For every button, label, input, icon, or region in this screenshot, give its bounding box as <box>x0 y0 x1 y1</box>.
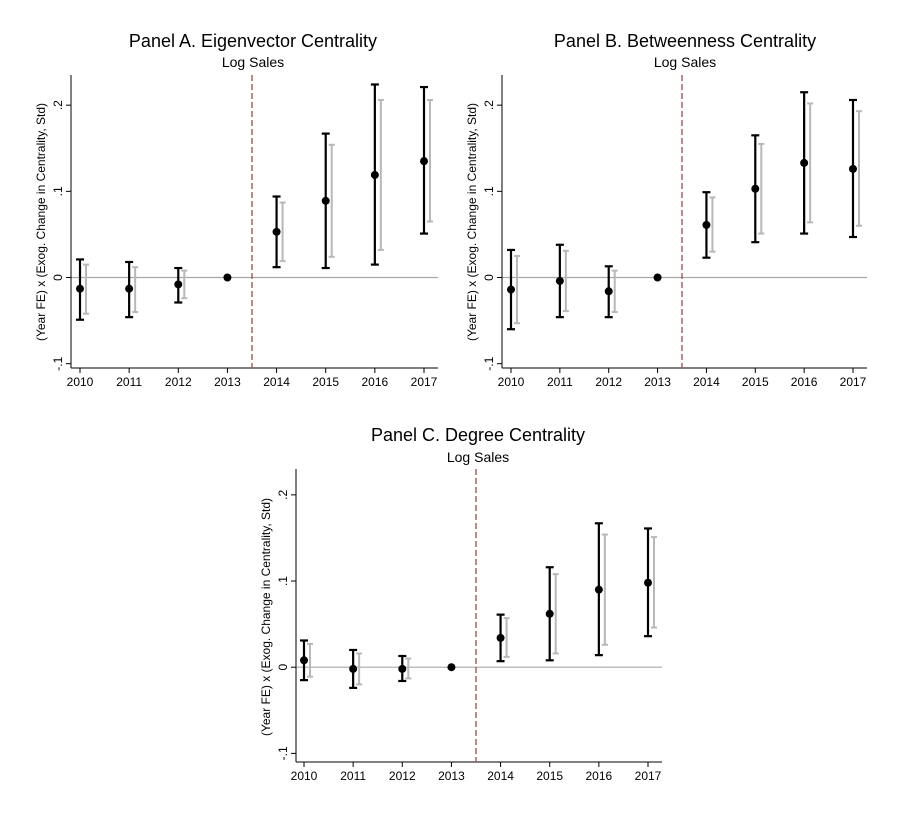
point-estimate <box>702 220 711 229</box>
x-tick-label: 2016 <box>362 375 389 389</box>
point-estimate <box>751 184 760 193</box>
point-estimate <box>447 663 456 672</box>
x-tick-label: 2013 <box>438 769 465 783</box>
point-estimate <box>555 276 564 285</box>
y-tick-label: -.1 <box>482 356 496 370</box>
y-axis-label: (Year FE) x (Exog. Change in Centrality,… <box>465 103 479 341</box>
point-estimate <box>174 280 183 289</box>
x-tick-label: 2010 <box>498 375 525 389</box>
point-estimate <box>125 284 134 293</box>
point-estimate <box>800 158 809 167</box>
panel-title: Panel A. Eigenvector Centrality <box>129 31 377 51</box>
x-tick-label: 2015 <box>742 375 769 389</box>
x-tick-label: 2011 <box>340 769 366 783</box>
y-tick-label: 0 <box>51 274 65 281</box>
panel-b-betweenness: Panel B. Betweenness Centrality Log Sale… <box>465 31 867 389</box>
panel-a-eigenvector: Panel A. Eigenvector Centrality Log Sale… <box>34 31 438 389</box>
y-tick-label: .1 <box>276 576 290 586</box>
y-tick-label: .1 <box>51 186 65 196</box>
y-tick-label: .2 <box>51 100 65 110</box>
point-estimate <box>496 633 505 642</box>
panel-title: Panel B. Betweenness Centrality <box>554 31 816 51</box>
point-estimate <box>594 585 603 594</box>
y-tick-label: 0 <box>482 274 496 281</box>
point-estimate <box>653 273 662 282</box>
panel-subtitle: Log Sales <box>654 54 716 70</box>
panel-title: Panel C. Degree Centrality <box>371 425 585 445</box>
x-tick-label: 2012 <box>595 375 622 389</box>
x-tick-label: 2012 <box>389 769 416 783</box>
x-tick-label: 2014 <box>263 375 290 389</box>
x-tick-label: 2017 <box>840 375 867 389</box>
panel-c-degree: Panel C. Degree Centrality Log Sales (Ye… <box>259 425 662 783</box>
y-axis-label: (Year FE) x (Exog. Change in Centrality,… <box>34 103 48 341</box>
x-tick-label: 2017 <box>411 375 438 389</box>
x-tick-label: 2010 <box>67 375 94 389</box>
x-tick-label: 2014 <box>693 375 720 389</box>
point-estimate <box>321 196 330 205</box>
y-tick-label: .2 <box>276 490 290 500</box>
point-estimate <box>76 284 84 293</box>
point-estimate <box>545 609 554 618</box>
y-tick-label: .1 <box>482 186 496 196</box>
point-estimate <box>644 578 652 587</box>
y-axis-label: (Year FE) x (Exog. Change in Centrality,… <box>259 498 273 736</box>
point-estimate <box>370 170 379 179</box>
x-tick-label: 2016 <box>586 769 613 783</box>
x-tick-label: 2017 <box>635 769 662 783</box>
x-tick-label: 2014 <box>487 769 514 783</box>
panel-subtitle: Log Sales <box>222 54 284 70</box>
x-tick-label: 2013 <box>214 375 241 389</box>
y-tick-label: -.1 <box>276 746 290 760</box>
x-tick-label: 2012 <box>165 375 192 389</box>
y-tick-label: -.1 <box>51 356 65 370</box>
panel-subtitle: Log Sales <box>447 449 509 465</box>
point-estimate <box>300 656 308 665</box>
point-estimate <box>420 157 428 166</box>
x-tick-label: 2010 <box>291 769 318 783</box>
x-tick-label: 2015 <box>536 769 563 783</box>
point-estimate <box>349 664 358 673</box>
x-tick-label: 2015 <box>312 375 339 389</box>
point-estimate <box>849 164 857 173</box>
y-tick-label: 0 <box>276 664 290 671</box>
x-tick-label: 2011 <box>116 375 142 389</box>
x-tick-label: 2013 <box>644 375 671 389</box>
point-estimate <box>604 287 613 296</box>
x-tick-label: 2016 <box>791 375 818 389</box>
point-estimate <box>223 273 232 282</box>
point-estimate <box>507 285 515 294</box>
point-estimate <box>398 664 407 673</box>
point-estimate <box>272 227 281 236</box>
y-tick-label: .2 <box>482 100 496 110</box>
x-tick-label: 2011 <box>547 375 573 389</box>
